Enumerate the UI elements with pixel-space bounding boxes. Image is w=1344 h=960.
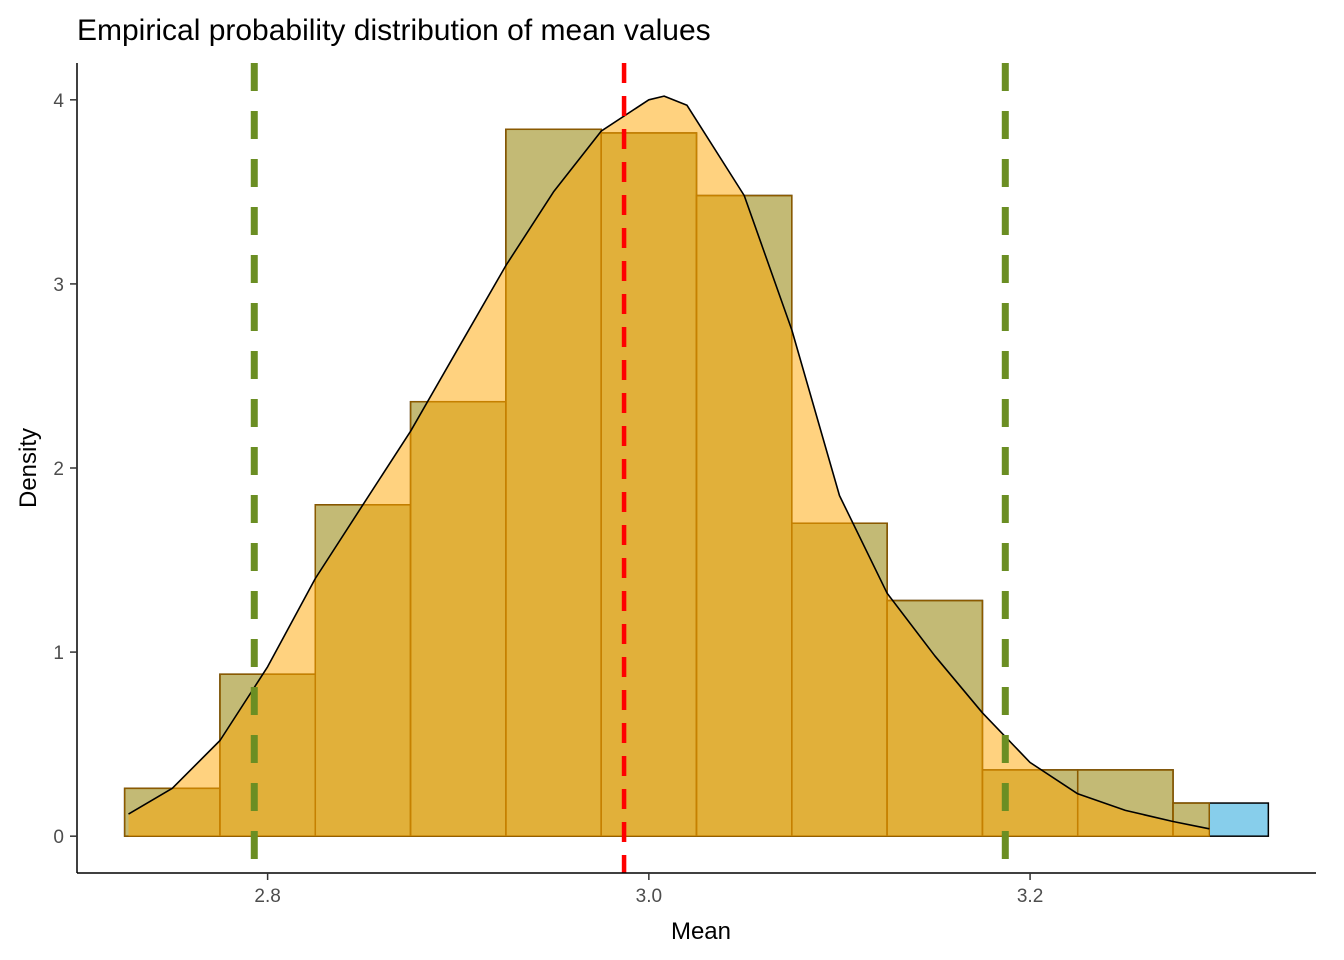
density-area [128,96,1210,837]
y-tick-label: 2 [53,459,64,480]
density-curve-layer [128,95,1210,837]
x-tick-label: 3.2 [1017,886,1043,907]
y-tick-label: 1 [53,643,64,664]
axes: 2.8 3.0 3.2 0 1 2 3 4 [53,63,1316,907]
density-curve [128,95,1210,830]
chart-title: Empirical probability distribution of me… [77,14,711,47]
y-tick-label: 4 [53,91,64,112]
x-tick-label: 3.0 [636,886,662,907]
y-axis-label: Density [15,428,42,508]
x-tick-label: 2.8 [254,886,280,907]
y-tick-label: 3 [53,275,64,296]
x-axis-label: Mean [671,918,731,945]
y-tick-label: 0 [53,827,64,848]
reference-lines [250,63,1009,873]
